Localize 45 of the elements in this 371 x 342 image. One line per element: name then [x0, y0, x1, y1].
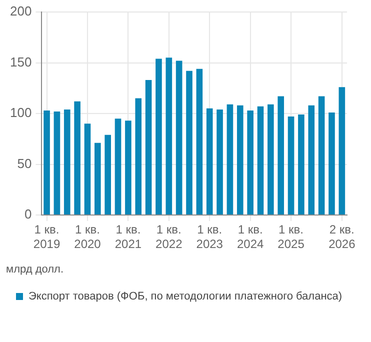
bar [216, 109, 223, 214]
bar [166, 58, 172, 214]
bar [288, 116, 294, 214]
bar [186, 70, 192, 214]
bar [308, 105, 315, 214]
x-tick-label: 1 кв. 2022 [156, 222, 183, 251]
x-tick-label: 2 кв. 2026 [328, 222, 356, 251]
bar [156, 58, 162, 214]
x-tick-label: 1 кв. 2021 [114, 222, 142, 251]
bar [278, 96, 284, 214]
bar [328, 112, 335, 214]
x-tick-label: 1 кв. 2020 [74, 222, 102, 251]
y-tick-label: 50 [17, 156, 32, 171]
y-axis-title: млрд долл. [6, 263, 64, 276]
bar [94, 142, 101, 214]
bar [318, 96, 325, 214]
bar [135, 98, 142, 214]
bar [176, 60, 182, 214]
y-tick-label: 150 [10, 54, 32, 70]
bar [226, 104, 234, 214]
bar [145, 80, 152, 214]
y-tick-label: 200 [10, 4, 32, 19]
x-tick-label: 1 кв. 2025 [278, 222, 305, 251]
bar [64, 109, 70, 214]
bar [268, 104, 274, 214]
bar [54, 111, 60, 214]
bar [338, 87, 346, 214]
bar [104, 134, 111, 214]
bar [84, 124, 91, 214]
bar [257, 106, 264, 214]
bar [114, 118, 122, 214]
bar [206, 108, 213, 214]
x-tick-label: 1 кв. 2019 [33, 222, 60, 251]
legend-label: Экспорт товаров (ФОБ, по методологии платежного баланса) [28, 290, 342, 303]
bar [125, 120, 132, 214]
bar [236, 105, 244, 214]
y-tick-label: 0 [24, 206, 32, 222]
bar [74, 101, 80, 214]
x-tick-label: 1 кв. 2024 [236, 222, 264, 251]
bar [44, 110, 50, 214]
x-tick-label: 1 кв. 2023 [196, 222, 224, 251]
bar [196, 68, 203, 214]
y-tick-label: 100 [10, 105, 32, 120]
bar [298, 114, 304, 214]
bar [247, 110, 254, 214]
